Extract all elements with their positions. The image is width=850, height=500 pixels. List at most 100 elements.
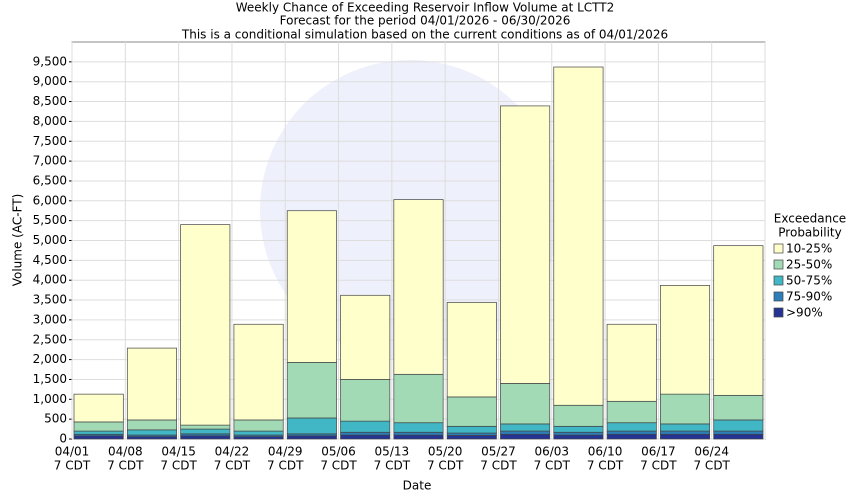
bar-segment bbox=[606, 400, 657, 424]
bar-segment bbox=[73, 430, 124, 435]
legend-label: 10-25% bbox=[786, 242, 832, 256]
bar-segment bbox=[713, 394, 764, 421]
y-tick-label: 4,500 bbox=[33, 253, 67, 267]
bar-segment bbox=[180, 435, 231, 440]
y-tick-label: 5,500 bbox=[33, 213, 67, 227]
y-tick-label: 6,000 bbox=[33, 193, 67, 207]
y-tick-label: 8,000 bbox=[33, 114, 67, 128]
x-tick-label: 04/22 bbox=[215, 445, 250, 459]
bar-segment bbox=[340, 434, 391, 440]
bar-segment bbox=[500, 423, 551, 432]
bar-segment bbox=[660, 285, 711, 395]
x-tick-label: 06/17 bbox=[641, 445, 676, 459]
bar-segment bbox=[340, 379, 391, 422]
bar-segment bbox=[233, 419, 284, 432]
bar-segment bbox=[393, 422, 444, 433]
y-tick-label: 1,000 bbox=[33, 392, 67, 406]
bar-segment bbox=[500, 433, 551, 440]
chart-subtitle: Forecast for the period 04/01/2026 - 06/… bbox=[280, 14, 571, 28]
x-tick-sublabel: 7 CDT bbox=[374, 459, 411, 473]
bar-segment bbox=[446, 396, 497, 427]
legend-label: >90% bbox=[786, 306, 823, 320]
bar-segment bbox=[660, 433, 711, 440]
x-tick-sublabel: 7 CDT bbox=[480, 459, 517, 473]
x-tick-sublabel: 7 CDT bbox=[320, 459, 357, 473]
bar-segment bbox=[393, 373, 444, 424]
x-tick-label: 06/24 bbox=[694, 445, 729, 459]
bar-segment bbox=[606, 422, 657, 432]
y-tick-label: 9,500 bbox=[33, 54, 67, 68]
bar-segment bbox=[233, 323, 284, 421]
bar-segment bbox=[446, 425, 497, 434]
y-tick-label: 3,500 bbox=[33, 293, 67, 307]
x-tick-sublabel: 7 CDT bbox=[587, 459, 624, 473]
legend-swatch bbox=[773, 243, 784, 254]
bar-segment bbox=[233, 436, 284, 440]
x-tick-sublabel: 7 CDT bbox=[267, 459, 304, 473]
bar-segment bbox=[553, 66, 604, 406]
x-tick-sublabel: 7 CDT bbox=[427, 459, 464, 473]
bar-segment bbox=[553, 425, 604, 433]
y-tick-label: 6,500 bbox=[33, 173, 67, 187]
x-tick-sublabel: 7 CDT bbox=[160, 459, 197, 473]
bar-segment bbox=[286, 210, 337, 363]
x-tick-sublabel: 7 CDT bbox=[534, 459, 571, 473]
bar-segment bbox=[446, 435, 497, 440]
y-tick-label: 7,000 bbox=[33, 154, 67, 168]
legend-label: 50-75% bbox=[786, 274, 832, 288]
x-tick-sublabel: 7 CDT bbox=[54, 459, 91, 473]
bar-segment bbox=[286, 435, 337, 440]
bar-segment bbox=[340, 294, 391, 380]
bar-segment bbox=[126, 436, 177, 440]
y-tick-label: 3,000 bbox=[33, 312, 67, 326]
bar-segment bbox=[713, 245, 764, 396]
bar-segment bbox=[606, 323, 657, 402]
legend-title: Exceedance bbox=[774, 212, 846, 226]
bar-segment bbox=[606, 433, 657, 440]
x-tick-sublabel: 7 CDT bbox=[214, 459, 251, 473]
bar-segment bbox=[180, 224, 231, 426]
bar-segment bbox=[713, 430, 764, 435]
legend-swatch bbox=[773, 291, 784, 302]
bar-segment bbox=[73, 393, 124, 423]
bar-segment bbox=[553, 404, 604, 427]
y-tick-label: 9,000 bbox=[33, 74, 67, 88]
y-tick-label: 500 bbox=[44, 412, 67, 426]
bar-segment bbox=[553, 431, 604, 436]
bar-segment bbox=[233, 430, 284, 436]
x-tick-sublabel: 7 CDT bbox=[693, 459, 730, 473]
bar-segment bbox=[446, 432, 497, 436]
y-axis-label: Volume (AC-FT) bbox=[11, 194, 25, 287]
bar-segment bbox=[286, 417, 337, 435]
bar-segment bbox=[393, 431, 444, 436]
legend-title: Probability bbox=[778, 226, 841, 240]
legend-label: 25-50% bbox=[786, 258, 832, 272]
bar-segment bbox=[340, 420, 391, 433]
bar-segment bbox=[500, 383, 551, 425]
bar-segment bbox=[500, 430, 551, 435]
y-tick-label: 1,500 bbox=[33, 372, 67, 386]
bar-segment bbox=[500, 105, 551, 384]
bar-segment bbox=[606, 430, 657, 435]
x-tick-label: 04/29 bbox=[268, 445, 303, 459]
y-tick-label: 8,500 bbox=[33, 94, 67, 108]
legend-label: 75-90% bbox=[786, 290, 832, 304]
x-tick-label: 05/06 bbox=[321, 445, 356, 459]
chart-subtitle: This is a conditional simulation based o… bbox=[181, 28, 668, 42]
x-tick-label: 05/13 bbox=[375, 445, 410, 459]
bar-segment bbox=[126, 347, 177, 421]
x-axis-label: Date bbox=[403, 479, 432, 493]
bar-segment bbox=[553, 434, 604, 440]
bar-segment bbox=[393, 199, 444, 375]
bar-segment bbox=[713, 419, 764, 432]
bar-segment bbox=[393, 434, 444, 440]
bar-segment bbox=[340, 431, 391, 436]
y-tick-label: 7,500 bbox=[33, 134, 67, 148]
legend-swatch bbox=[773, 307, 784, 318]
bar-segment bbox=[73, 421, 124, 432]
bar-segment bbox=[660, 430, 711, 435]
x-tick-sublabel: 7 CDT bbox=[640, 459, 677, 473]
x-tick-label: 05/27 bbox=[481, 445, 516, 459]
bar-segment bbox=[286, 362, 337, 419]
x-tick-label: 04/01 bbox=[55, 445, 90, 459]
